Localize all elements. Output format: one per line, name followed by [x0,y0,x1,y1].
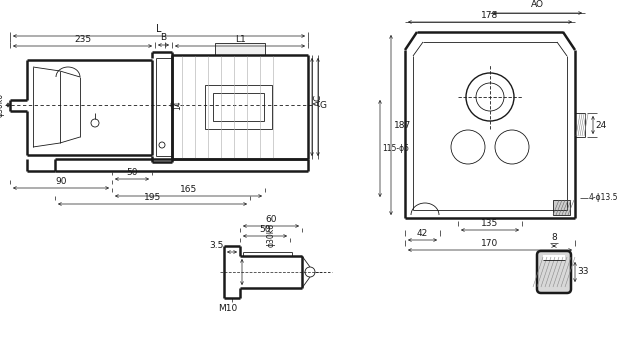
Text: 8: 8 [551,233,557,242]
Text: 24: 24 [595,120,606,130]
Text: 42: 42 [417,229,428,238]
Text: 4-ϕ13.5: 4-ϕ13.5 [589,194,618,202]
Bar [215,43,265,55]
Text: G: G [320,101,327,109]
FancyBboxPatch shape [537,251,571,293]
Text: AC: AC [314,94,323,106]
Bar [543,255,565,260]
Text: 187: 187 [394,120,412,130]
Text: 165: 165 [180,185,197,194]
Text: L: L [156,24,162,33]
Text: L1: L1 [235,34,245,44]
Text: 3.5: 3.5 [209,241,223,251]
Text: 60: 60 [265,215,276,224]
Text: 50: 50 [259,225,271,234]
Text: 195: 195 [144,193,161,202]
Text: 170: 170 [481,239,499,248]
Text: 178: 178 [481,11,499,20]
Text: 14: 14 [173,100,182,110]
Text: 235: 235 [74,34,91,44]
Bar [205,85,272,129]
Bar [213,93,264,121]
Text: ϕ30k6: ϕ30k6 [266,223,275,247]
Text: 135: 135 [481,219,499,228]
Text: M10: M10 [218,304,237,313]
Text: 115-ϕ5: 115-ϕ5 [382,144,409,153]
Text: AO: AO [531,0,544,9]
Text: 50: 50 [126,168,138,177]
Text: 90: 90 [55,177,67,186]
Text: 33: 33 [577,268,589,277]
Text: B: B [160,33,166,43]
Text: ϕ30k6: ϕ30k6 [0,93,5,117]
Bar [553,200,570,215]
